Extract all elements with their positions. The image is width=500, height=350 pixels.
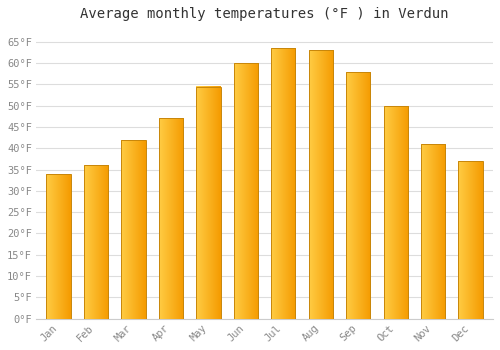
Bar <box>46 174 71 318</box>
Bar <box>234 63 258 318</box>
Bar <box>384 106 408 319</box>
Title: Average monthly temperatures (°F ) in Verdun: Average monthly temperatures (°F ) in Ve… <box>80 7 449 21</box>
Bar <box>308 50 333 318</box>
Bar <box>159 118 183 318</box>
Bar <box>346 72 370 318</box>
Bar <box>84 165 108 318</box>
Bar <box>421 144 446 318</box>
Bar <box>122 140 146 318</box>
Bar <box>458 161 483 318</box>
Bar <box>196 86 220 318</box>
Bar <box>271 48 295 318</box>
